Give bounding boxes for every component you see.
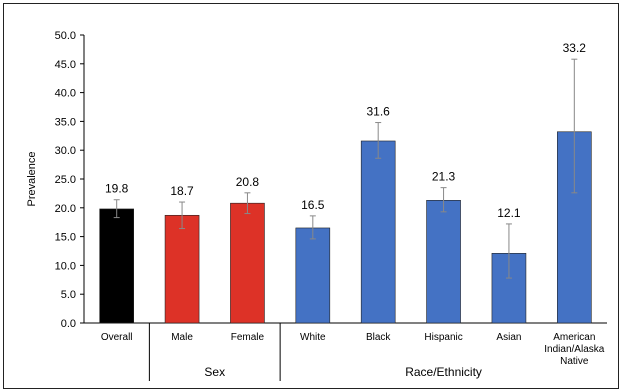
y-tick-label: 10.0 bbox=[55, 260, 76, 272]
x-tick-label: Female bbox=[231, 332, 265, 343]
x-tick-label: Asian bbox=[496, 332, 521, 343]
x-tick-label: Male bbox=[171, 332, 193, 343]
bar bbox=[295, 227, 331, 324]
data-label: 33.2 bbox=[563, 41, 587, 55]
data-label: 31.6 bbox=[367, 105, 391, 119]
data-label: 18.7 bbox=[170, 184, 194, 198]
y-tick-label: 0.0 bbox=[61, 318, 76, 330]
data-label: 16.5 bbox=[301, 198, 325, 212]
data-label: 19.8 bbox=[105, 182, 129, 196]
bar bbox=[164, 214, 200, 324]
y-tick-label: 5.0 bbox=[61, 289, 76, 301]
x-tick-label: Overall bbox=[101, 332, 133, 343]
y-tick-label: 25.0 bbox=[55, 174, 76, 186]
y-tick-label: 50.0 bbox=[55, 30, 76, 42]
group-label: Race/Ethnicity bbox=[405, 365, 482, 379]
data-label: 21.3 bbox=[432, 170, 456, 184]
bar bbox=[426, 200, 461, 324]
x-tick-label: Indian/Alaska bbox=[544, 344, 604, 355]
x-tick-label: White bbox=[300, 332, 326, 343]
x-tick-label: Hispanic bbox=[424, 332, 462, 343]
y-axis-title: Prevalence bbox=[26, 151, 38, 206]
data-label: 12.1 bbox=[497, 206, 521, 220]
bar bbox=[99, 208, 134, 324]
y-tick-label: 35.0 bbox=[55, 116, 76, 128]
y-tick-label: 45.0 bbox=[55, 59, 76, 71]
chart-frame: 0.0 5.0 10.0 15.0 20.0 25.0 30.0 35.0 40.0 45.0 50… bbox=[3, 3, 619, 389]
y-tick-label: 30.0 bbox=[55, 145, 76, 157]
data-label: 20.8 bbox=[236, 175, 260, 189]
bar bbox=[230, 202, 265, 324]
group-label: Sex bbox=[204, 365, 225, 379]
y-tick-label: 15.0 bbox=[55, 232, 76, 244]
y-tick-label: 40.0 bbox=[55, 88, 76, 100]
bar bbox=[360, 140, 396, 324]
y-tick-label: 20.0 bbox=[55, 203, 76, 215]
x-tick-label: Black bbox=[366, 332, 391, 343]
prevalence-bar-chart: 0.0 5.0 10.0 15.0 20.0 25.0 30.0 35.0 40.0 45.0 50… bbox=[26, 30, 607, 381]
x-tick-label: Native bbox=[560, 356, 589, 367]
x-tick-label: American bbox=[553, 332, 595, 343]
